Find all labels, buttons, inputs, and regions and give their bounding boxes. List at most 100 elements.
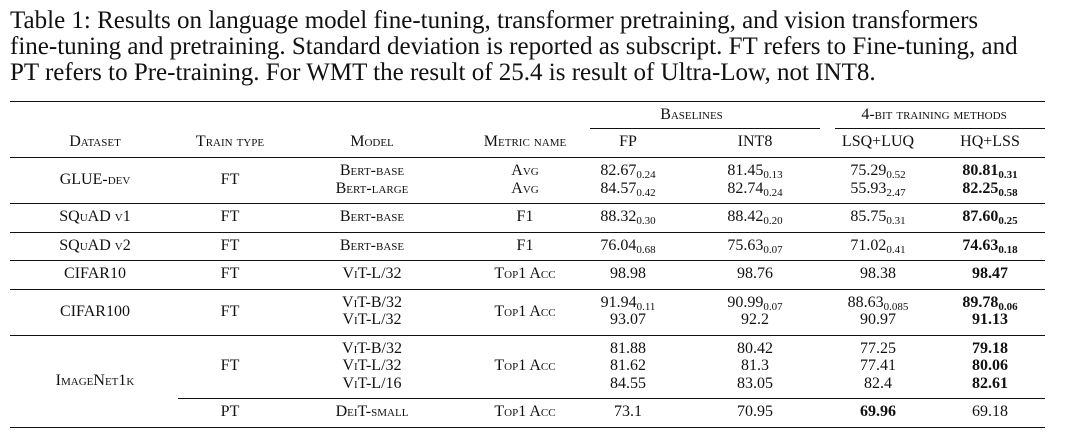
model-name: ViT-B/32	[342, 339, 402, 357]
model-name: Bert-base	[339, 236, 405, 254]
result-cell: 74.630.18	[962, 237, 1018, 256]
result-cell: 81.450.13	[727, 162, 782, 181]
metric-name: Avg	[511, 179, 539, 197]
result-value: 88.63	[847, 293, 884, 311]
result-value: 98.47	[972, 265, 1008, 283]
result-value: 87.60	[962, 208, 999, 226]
result-value: 82.25	[962, 179, 999, 197]
column-header: LSQ+LUQ	[841, 133, 915, 150]
result-value: 77.41	[860, 357, 896, 375]
result-cell: 98.47	[972, 265, 1008, 283]
dataset-name: CIFAR100	[60, 302, 130, 320]
result-value: 98.98	[610, 265, 646, 283]
result-value: 98.38	[860, 265, 896, 283]
train-type: FT	[220, 208, 240, 226]
result-value: 89.78	[962, 293, 999, 311]
result-cell: 81.3	[741, 357, 769, 375]
metric-name: F1	[516, 208, 534, 226]
result-cell: 75.630.07	[727, 237, 783, 256]
column-header: Model	[350, 133, 394, 150]
model-name: ViT-L/16	[342, 374, 402, 392]
model-name: Bert-base	[339, 208, 405, 226]
result-cell: 88.420.20	[727, 208, 783, 228]
metric-name: Top1 Acc	[494, 302, 556, 320]
result-cell: 91.13	[972, 311, 1008, 329]
result-value: 76.04	[600, 236, 637, 254]
result-value: 82.4	[864, 374, 892, 392]
dataset-name: SQuAD v2	[59, 236, 131, 254]
result-std: 0.11	[636, 300, 656, 313]
rule	[590, 128, 820, 129]
result-cell: 82.4	[864, 375, 892, 393]
result-value: 73.1	[614, 403, 642, 421]
result-cell: 91.940.11	[600, 293, 656, 313]
result-std: 0.30	[636, 215, 656, 228]
result-value: 83.05	[737, 374, 773, 392]
result-cell: 98.76	[737, 265, 773, 283]
result-value: 88.32	[600, 208, 637, 226]
result-value: 80.06	[972, 357, 1008, 375]
result-std: 0.085	[883, 300, 909, 313]
result-cell: 69.18	[972, 403, 1008, 421]
result-std: 2.47	[886, 186, 906, 199]
column-header: Dataset	[69, 133, 121, 150]
column-header: HQ+LSS	[960, 133, 1020, 150]
result-cell: 82.670.24	[600, 162, 655, 181]
result-cell: 80.42	[737, 340, 773, 358]
caption-line: Table 1: Results on language model fine-…	[10, 7, 979, 34]
result-value: 80.42	[737, 339, 773, 357]
caption-line: fine-tuning and pretraining. Standard de…	[10, 33, 1018, 60]
result-cell: 98.38	[860, 265, 896, 283]
metric-name: Top1 Acc	[494, 403, 556, 421]
rule	[178, 398, 1045, 399]
result-value: 70.95	[737, 403, 773, 421]
rule	[10, 203, 1045, 204]
rule	[10, 334, 1045, 336]
model-name: DeiT-small	[335, 403, 409, 421]
rule	[835, 128, 1045, 129]
model-name: ViT-L/32	[342, 357, 402, 375]
column-header: Train type	[195, 133, 265, 150]
result-std: 0.07	[763, 243, 783, 256]
result-cell: 69.96	[860, 403, 896, 421]
result-std: 0.41	[886, 243, 906, 256]
result-value: 80.81	[962, 162, 999, 180]
result-value: 75.29	[850, 162, 887, 180]
result-value: 81.88	[610, 339, 646, 357]
result-value: 82.74	[727, 179, 764, 197]
result-cell: 76.040.68	[600, 236, 655, 256]
rule	[10, 101, 1045, 102]
dataset-name: ImageNet1k	[55, 371, 135, 389]
result-cell: 84.55	[610, 375, 646, 393]
metric-name: F1	[516, 236, 534, 254]
dataset-name: SQuAD v1	[59, 208, 131, 226]
train-type: FT	[220, 171, 240, 188]
result-std: 0.20	[763, 215, 783, 228]
result-cell: 82.61	[972, 375, 1008, 393]
result-value: 69.18	[972, 403, 1008, 421]
result-cell: 90.97	[860, 311, 896, 329]
group-header: Baselines	[660, 106, 723, 123]
result-std: 0.18	[998, 243, 1018, 256]
result-cell: 82.740.24	[727, 179, 782, 199]
result-value: 82.67	[600, 162, 637, 180]
result-cell: 82.250.58	[962, 179, 1017, 199]
result-std: 0.06	[998, 300, 1018, 313]
result-cell: 89.780.06	[962, 293, 1018, 313]
result-cell: 80.810.31	[962, 162, 1017, 181]
result-value: 84.57	[600, 179, 637, 197]
result-value: 91.94	[600, 293, 637, 311]
result-cell: 88.320.30	[600, 208, 656, 228]
caption-line: PT refers to Pre-training. For WMT the r…	[10, 59, 876, 86]
result-std: 0.31	[886, 215, 906, 228]
metric-name: Avg	[511, 162, 539, 180]
train-type: PT	[220, 403, 240, 421]
result-value: 98.76	[737, 265, 773, 283]
result-cell: 93.07	[610, 311, 646, 329]
column-header: Metric name	[483, 133, 567, 150]
result-value: 77.25	[860, 339, 896, 357]
result-cell: 83.05	[737, 375, 773, 393]
result-value: 90.97	[860, 311, 896, 329]
result-cell: 81.62	[610, 357, 646, 375]
